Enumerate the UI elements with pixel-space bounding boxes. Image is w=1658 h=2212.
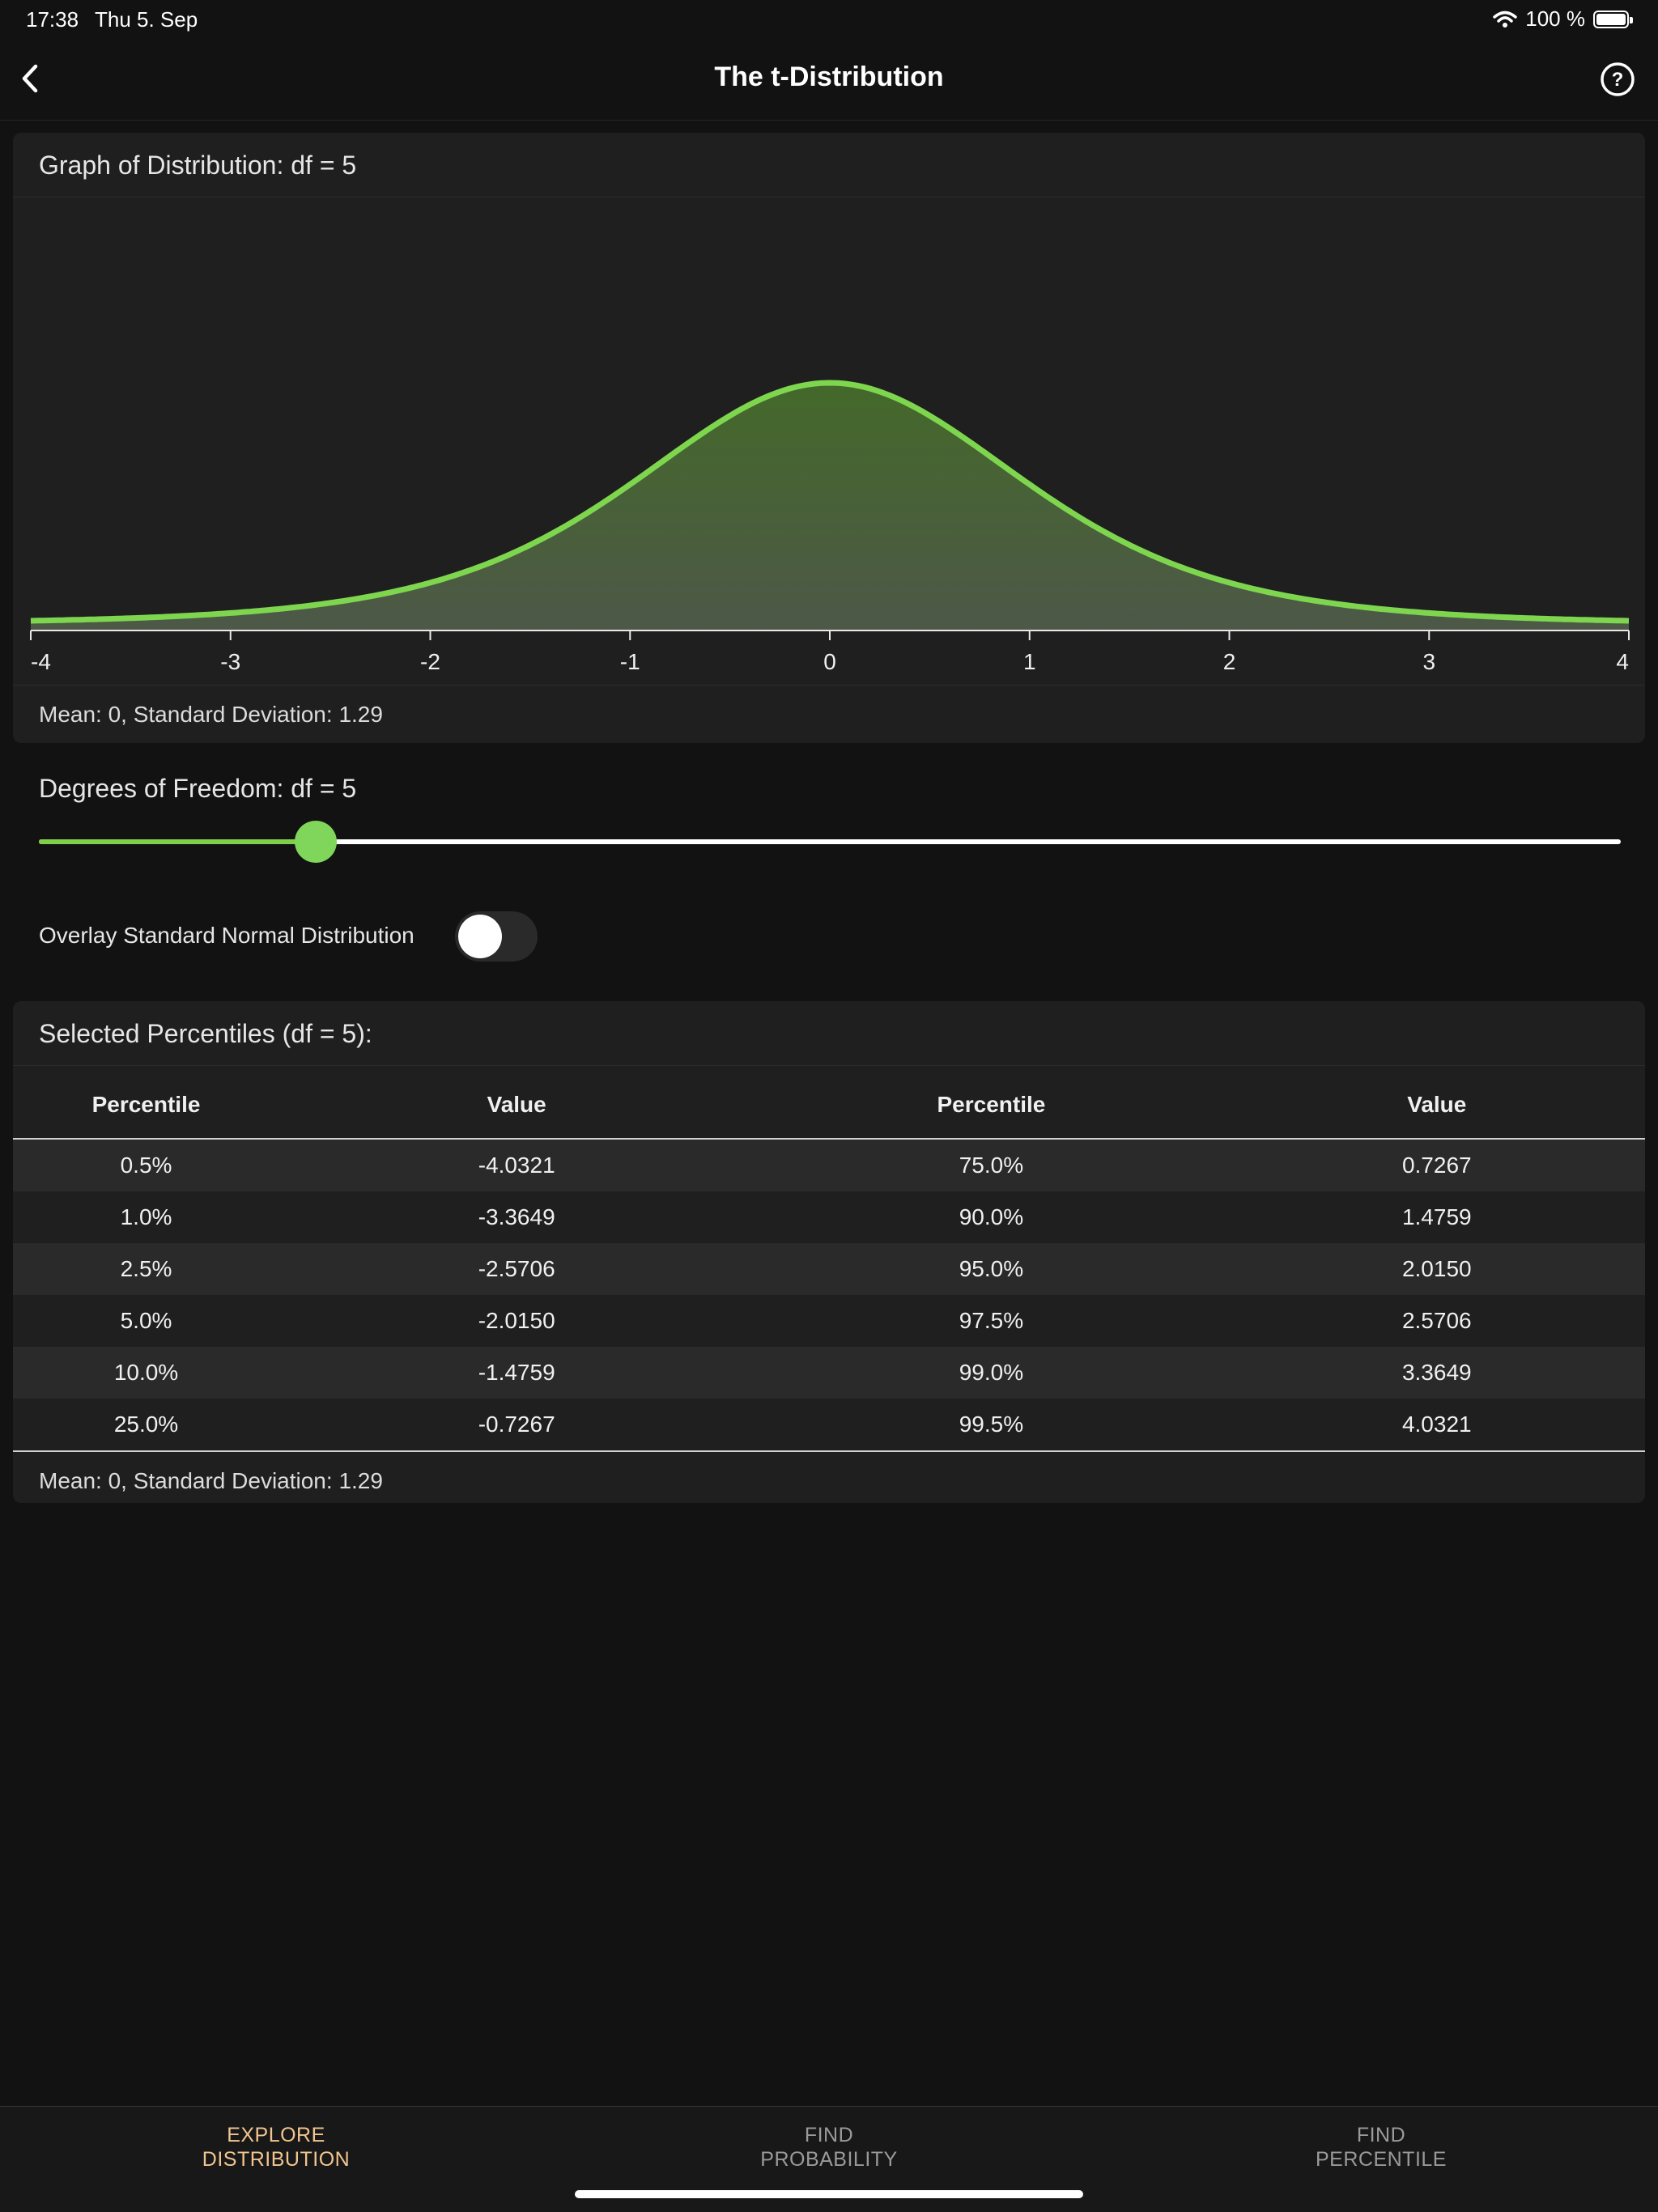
overlay-normal-label: Overlay Standard Normal Distribution [39,923,414,948]
distribution-graph-card: Graph of Distribution: df = 5 -4 -3 -2 -1 0 1… [13,133,1645,743]
df-slider[interactable] [39,821,1621,863]
tab-label-line1: FIND [804,2124,854,2146]
x-tick-label: 1 [1023,649,1036,674]
percentiles-card: Selected Percentiles (df = 5): Percentil… [13,1001,1645,1503]
table-cell: 10.0% [113,1360,179,1385]
table-row: 25.0% -0.7267 99.5% 4.0321 [13,1399,1645,1452]
table-cell: 1.0% [120,1204,172,1229]
table-cell: -1.4759 [478,1360,555,1385]
toggle-knob [458,915,502,958]
svg-text:?: ? [1612,69,1624,91]
table-cell: 25.0% [13,1399,280,1452]
table-cell: 0.5% [120,1153,172,1178]
table-cell: -2.5706 [478,1256,555,1281]
table-cell: -0.7267 [279,1399,755,1452]
x-tick-label: -3 [220,649,240,674]
tab-label-line1: FIND [1356,2124,1406,2146]
overlay-normal-toggle[interactable] [455,911,538,962]
table-cell: -2.0150 [478,1308,555,1333]
column-header: Value [279,1066,755,1140]
slider-track [39,839,1621,844]
x-tick-label: -4 [31,649,51,674]
navigation-bar: The t-Distribution ? [0,39,1658,121]
help-question-icon[interactable]: ? [1598,60,1637,99]
table-row: 2.5% -2.5706 95.0% 2.0150 [13,1243,1645,1295]
density-curve [30,380,1630,624]
table-cell: 99.5% [754,1399,1229,1452]
status-date: Thu 5. Sep [95,7,198,32]
x-tick-label: 4 [1616,649,1629,674]
table-row: 5.0% -2.0150 97.5% 2.5706 [13,1295,1645,1347]
x-tick-label: 2 [1223,649,1236,674]
table-cell: 2.5706 [1401,1308,1472,1333]
wifi-icon [1493,11,1518,28]
percentiles-footer: Mean: 0, Standard Deviation: 1.29 [39,1468,383,1493]
table-cell: 99.0% [959,1360,1024,1385]
graph-footer: Mean: 0, Standard Deviation: 1.29 [13,685,1645,743]
x-tick-label: -2 [420,649,440,674]
graph-header: Graph of Distribution: df = 5 [13,133,1645,197]
tab-label-line2: DISTRIBUTION [202,2148,351,2171]
tab-find-percentile[interactable]: FIND PERCENTILE [1219,2123,1543,2172]
slider-active-track [39,839,316,844]
table-cell: 90.0% [959,1204,1024,1229]
table-cell: 2.0150 [1401,1256,1472,1281]
x-tick-label: 3 [1422,649,1435,674]
x-axis-ticks: -4 -3 -2 -1 0 1 2 3 4 [30,630,1630,674]
table-cell: 95.0% [959,1256,1024,1281]
table-row: 0.5% -4.0321 75.0% 0.7267 [13,1139,1645,1191]
table-row: 1.0% -3.3649 90.0% 1.4759 [13,1191,1645,1243]
tab-find-probability[interactable]: FIND PROBABILITY [667,2123,991,2172]
column-header: Percentile [13,1066,280,1140]
x-tick-label: -1 [620,649,640,674]
table-cell: 1.4759 [1401,1204,1472,1229]
tab-label-line1: EXPLORE [227,2124,325,2146]
status-time: 17:38 [26,7,79,32]
table-cell: 3.3649 [1401,1360,1472,1385]
table-cell: -4.0321 [478,1153,555,1178]
x-tick-label: 0 [823,649,836,674]
back-chevron-icon[interactable] [11,58,52,99]
tab-label-line2: PERCENTILE [1316,2148,1447,2171]
df-label: Degrees of Freedom: df = 5 [39,774,357,803]
table-cell: -3.3649 [478,1204,555,1229]
table-cell: 97.5% [959,1308,1024,1333]
table-cell: 75.0% [959,1153,1024,1178]
density-area [31,383,1629,630]
distribution-chart-svg: -4 -3 -2 -1 0 1 2 3 4 [30,380,1630,674]
tab-label-line2: PROBABILITY [760,2148,898,2171]
table-header-row: Percentile Value Percentile Value [13,1066,1645,1140]
page-title: The t-Distribution [714,62,944,92]
column-header: Percentile [754,1066,1229,1140]
status-right: 100 % [1493,6,1633,32]
battery-percentage: 100 % [1525,6,1585,31]
tab-explore-distribution[interactable]: EXPLORE DISTRIBUTION [114,2123,438,2172]
table-row: 10.0% -1.4759 99.0% 3.3649 [13,1347,1645,1399]
table-cell: 4.0321 [1228,1399,1645,1452]
table-cell: 5.0% [120,1308,172,1333]
table-cell: 0.7267 [1401,1153,1472,1178]
slider-thumb[interactable] [294,821,337,863]
column-header: Value [1228,1066,1645,1140]
percentiles-table: Percentile Value Percentile Value 0.5% -… [13,1066,1645,1452]
status-bar: 17:38 Thu 5. Sep 100 % [0,0,1658,39]
table-cell: 2.5% [120,1256,172,1281]
battery-icon [1593,10,1633,28]
percentiles-header: Selected Percentiles (df = 5): [13,1001,1645,1066]
home-indicator [575,2190,1083,2198]
distribution-chart: -4 -3 -2 -1 0 1 2 3 4 [13,198,1645,684]
